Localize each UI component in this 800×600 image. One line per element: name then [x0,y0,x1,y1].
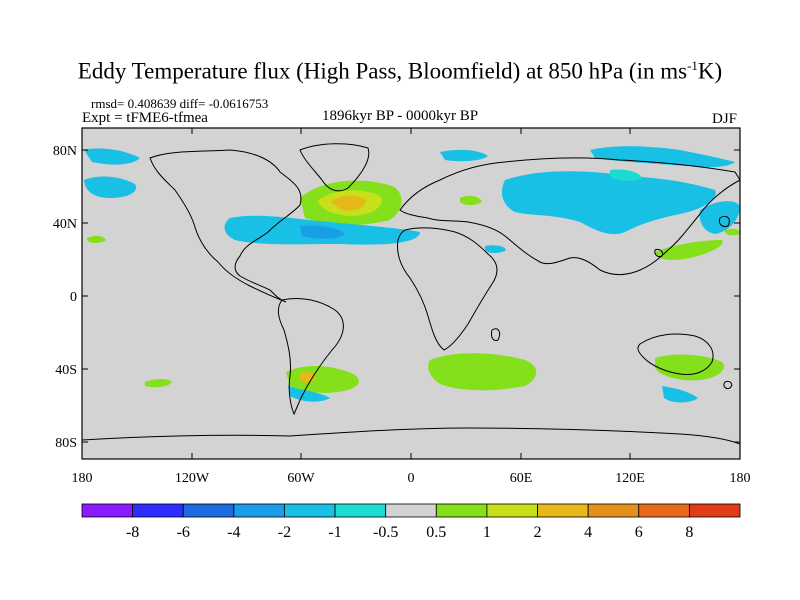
colorbar-swatch [537,503,589,518]
colorbar-label: -8 [126,524,139,541]
lat-label: 0 [70,290,77,305]
longitude-axis: 180 120W 60W 0 60E 120E 180 [72,128,751,486]
season-label: DJF [712,111,738,127]
negative-anomaly-fields [84,146,740,403]
colorbar-label: 2 [534,524,542,541]
lon-label: 120E [615,471,645,486]
colorbar-label: 0.5 [426,524,446,541]
colorbar-swatch [284,503,336,518]
colorbar-swatch [81,503,134,518]
colorbar-swatch [688,503,741,518]
experiment-label: Expt = tFME6-tfmea [82,110,208,126]
coastlines [82,143,740,445]
lon-label: 60W [287,471,315,486]
colorbar-label: -1 [328,524,341,541]
lon-label: 180 [730,471,751,486]
colorbar-label: 8 [685,524,693,541]
colorbar-label: -2 [278,524,291,541]
lat-label: 80S [55,436,77,451]
colorbar-swatch [638,503,690,518]
lat-label: 80N [53,144,77,159]
colorbar-swatch [334,503,387,518]
lat-label: 40N [53,217,77,232]
colorbar: -8 -6 -4 -2 -1 -0.5 0.5 1 2 4 6 8 [81,503,741,541]
colorbar-label: -0.5 [373,524,398,541]
lon-label: 120W [175,471,210,486]
latitude-axis: 80N 40N 0 40S 80S [53,144,740,451]
colorbar-swatch [182,503,235,518]
colorbar-swatch [486,503,538,518]
chart-title: Eddy Temperature flux (High Pass, Bloomf… [77,58,723,84]
lon-label: 180 [72,471,93,486]
colorbar-swatch [233,503,285,518]
colorbar-label: -4 [227,524,240,541]
lon-label: 0 [408,471,415,486]
colorbar-swatch [587,503,640,518]
colorbar-swatch [435,503,488,518]
colorbar-swatch [132,503,184,518]
colorbar-label: 4 [584,524,592,541]
lon-label: 60E [510,471,533,486]
stats-text: rmsd= 0.408639 diff= -0.0616753 [91,96,269,111]
colorbar-label: 1 [483,524,491,541]
colorbar-label: 6 [635,524,643,541]
lat-label: 40S [55,363,77,378]
colorbar-swatch [385,503,437,518]
colorbar-label: -6 [177,524,190,541]
positive-anomaly-fields [87,180,740,393]
period-label: 1896kyr BP - 0000kyr BP [322,108,479,124]
